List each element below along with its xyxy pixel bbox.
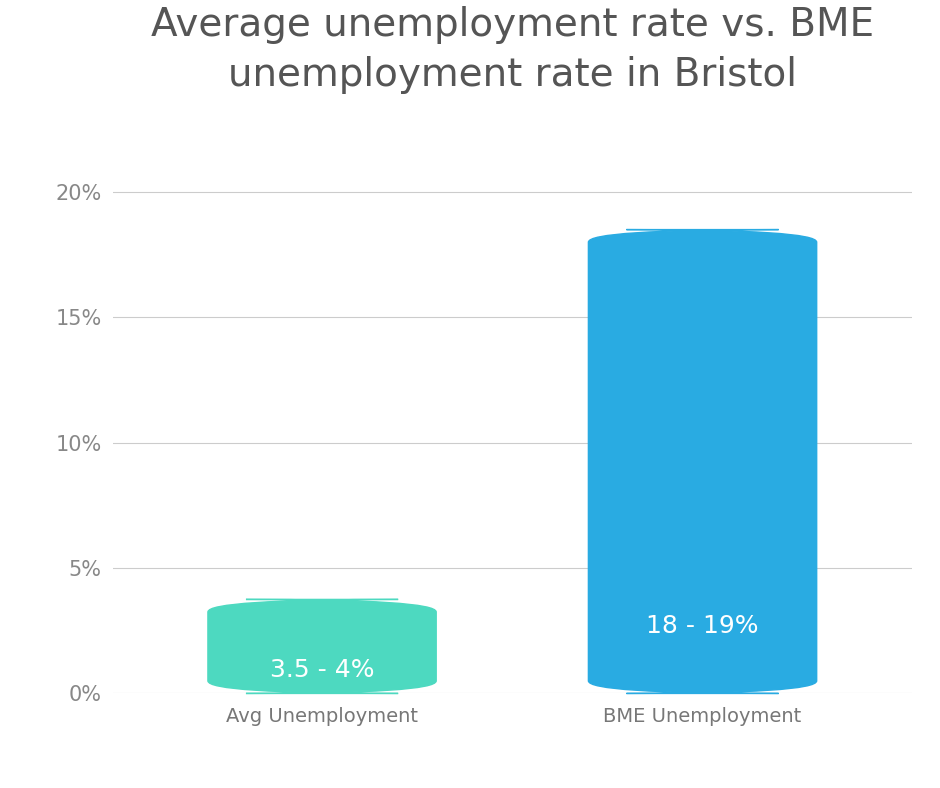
Text: 18 - 19%: 18 - 19% <box>647 614 759 637</box>
Text: 3.5 - 4%: 3.5 - 4% <box>270 658 374 682</box>
FancyBboxPatch shape <box>208 600 436 693</box>
FancyBboxPatch shape <box>588 229 817 693</box>
Title: Average unemployment rate vs. BME
unemployment rate in Bristol: Average unemployment rate vs. BME unempl… <box>150 6 874 95</box>
